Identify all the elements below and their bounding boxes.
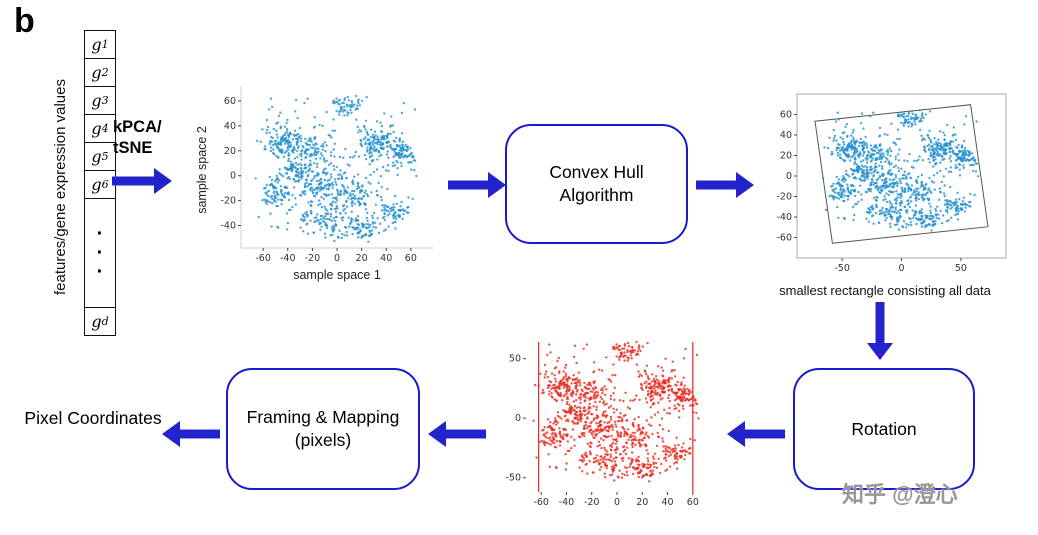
kpca-line2: tSNE (113, 139, 153, 157)
svg-text:0: 0 (786, 171, 792, 182)
svg-text:-20: -20 (220, 196, 236, 207)
svg-text:-40: -40 (280, 253, 296, 264)
arrow-left-icon (162, 421, 220, 447)
bounding-rectangle-caption: smallest rectangle consisting all data (779, 283, 991, 298)
svg-text:0: 0 (230, 171, 236, 182)
svg-text:0: 0 (334, 253, 340, 264)
arrow-right-icon (696, 172, 754, 198)
convex-hull-label: Convex Hull Algorithm (549, 162, 644, 205)
arrow-right-icon (448, 172, 506, 198)
figure-label: b (14, 2, 35, 40)
svg-text:40: 40 (780, 130, 792, 141)
svg-text:60: 60 (780, 110, 792, 121)
x-axis-label: sample space 1 (293, 268, 381, 282)
svg-text:40: 40 (662, 497, 674, 508)
svg-text:0: 0 (614, 497, 620, 508)
svg-text:50: 50 (509, 354, 521, 365)
bounding-rectangle-scatter-plot: -50 0 50 -60 -40 -20 0 20 40 60 (776, 93, 1007, 274)
pixel-coordinates-label: Pixel Coordinates (24, 408, 162, 428)
svg-text:20: 20 (224, 146, 236, 157)
svg-text:60: 60 (405, 253, 417, 264)
svg-text:20: 20 (356, 253, 368, 264)
watermark: 知乎 @澄心 (842, 482, 958, 507)
svg-text:-60: -60 (533, 497, 549, 508)
svg-text:60: 60 (687, 497, 699, 508)
svg-text:-50: -50 (505, 473, 521, 484)
svg-text:-20: -20 (584, 497, 600, 508)
framing-mapping-box: Framing & Mapping (pixels) (226, 368, 420, 490)
rotation-label: Rotation (851, 418, 917, 439)
kpca-tsne-label: kPCA/ tSNE (113, 117, 162, 159)
svg-text:60: 60 (224, 96, 236, 107)
svg-text:40: 40 (380, 253, 392, 264)
svg-text:-60: -60 (255, 253, 271, 264)
svg-text:-60: -60 (776, 233, 792, 244)
arrow-left-icon (428, 421, 486, 447)
svg-text:50: 50 (955, 263, 967, 274)
gene-ellipsis: · · · (85, 199, 115, 308)
svg-text:0: 0 (898, 263, 904, 274)
gene-vector: g 1 g 2 g 3 g 4 g 5 g 6 · · · g d (84, 30, 116, 336)
arrow-left-icon (727, 421, 785, 447)
kpca-line1: kPCA/ (113, 118, 162, 136)
rotation-box: Rotation (793, 368, 975, 490)
svg-text:20: 20 (780, 151, 792, 162)
svg-text:-40: -40 (776, 212, 792, 223)
y-axis-label: sample space 2 (195, 126, 209, 214)
tsne-scatter-plot: sample space 1 sample space 2 -60 -40 -20 0… (195, 86, 433, 282)
svg-text:-40: -40 (220, 221, 236, 232)
arrow-right-icon (112, 168, 172, 194)
svg-text:-20: -20 (305, 253, 321, 264)
svg-text:0: 0 (515, 413, 521, 424)
svg-text:-20: -20 (776, 192, 792, 203)
rotated-red-scatter-plot: -60 -40 -20 0 20 40 60 -50 0 50 (505, 340, 700, 508)
svg-text:40: 40 (224, 121, 236, 132)
arrow-down-icon (867, 302, 893, 360)
svg-text:-50: -50 (834, 263, 850, 274)
framing-mapping-label: Framing & Mapping (pixels) (246, 407, 400, 450)
svg-text:-40: -40 (559, 497, 575, 508)
gene-vector-axis-label: features/gene expression values (52, 79, 69, 295)
convex-hull-box: Convex Hull Algorithm (505, 124, 688, 244)
svg-text:20: 20 (636, 497, 648, 508)
